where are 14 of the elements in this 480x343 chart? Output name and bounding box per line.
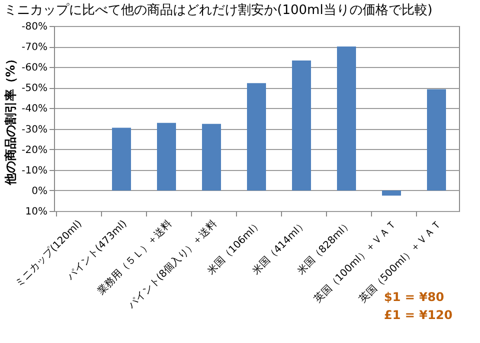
y-axis-title: 他の商品の割引率（%）: [4, 52, 18, 186]
y-tick-label: -30%: [22, 124, 48, 136]
y-tick-label: -50%: [22, 83, 48, 94]
y-tick-label: -10%: [22, 165, 48, 176]
text: $1 = ¥80: [384, 290, 444, 304]
y-tick-label: 10%: [25, 206, 48, 218]
y-tick-label: 0%: [32, 186, 48, 197]
chart-title: ミニカップに比べて他の商品はどれだけ割安か(100ml当りの価格で比較): [4, 2, 432, 18]
y-tick-label: -60%: [22, 62, 48, 74]
y-tick-label: -80%: [22, 22, 48, 32]
text: £1 = ¥120: [384, 308, 453, 322]
y-tick-label: -70%: [22, 42, 48, 54]
y-tick-label: -20%: [22, 144, 48, 156]
y-tick-label: -40%: [22, 104, 48, 115]
